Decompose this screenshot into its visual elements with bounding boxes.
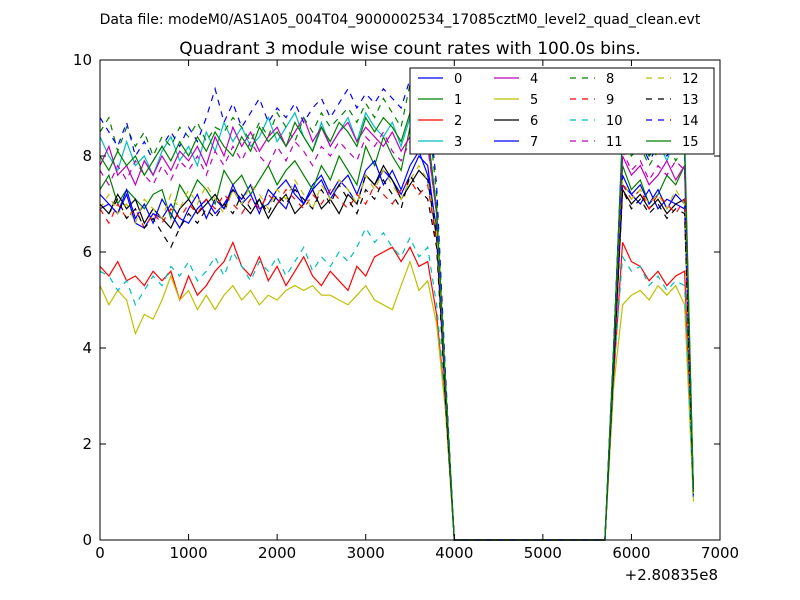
legend-label-7: 7	[530, 135, 538, 150]
y-tick-label: 8	[82, 147, 92, 165]
legend-box	[409, 67, 715, 155]
y-tick-label: 6	[82, 243, 92, 261]
y-tick-label: 2	[82, 435, 92, 453]
legend-label-4: 4	[530, 72, 538, 87]
series-lines	[99, 68, 694, 541]
axes	[99, 59, 721, 541]
y-tick-label: 4	[82, 339, 92, 357]
legend-label-9: 9	[606, 93, 614, 108]
legend-label-13: 13	[682, 93, 699, 108]
series-line-13	[99, 173, 694, 541]
legend-label-11: 11	[606, 135, 623, 150]
legend-label-2: 2	[454, 114, 462, 129]
series-line-15	[99, 111, 694, 541]
axes-frame	[99, 59, 721, 541]
suptitle: Data file: modeM0/AS1A05_004T04_90000025…	[100, 12, 701, 28]
x-tick-label: 4000	[435, 544, 473, 562]
x-tick-label: 6000	[612, 544, 650, 562]
series-line-12	[99, 164, 694, 541]
x-offset-label: +2.80835e8	[625, 566, 718, 584]
series-line-5	[99, 259, 694, 541]
legend-label-8: 8	[606, 72, 614, 87]
series-line-10	[99, 226, 694, 541]
series-line-2	[99, 240, 694, 541]
legend-label-1: 1	[454, 93, 462, 108]
legend-label-6: 6	[530, 114, 538, 129]
legend-label-10: 10	[606, 114, 623, 129]
legend-label-15: 15	[682, 135, 699, 150]
x-tick-label: 7000	[701, 544, 739, 562]
x-tick-label: 1000	[169, 544, 207, 562]
chart-title: Quadrant 3 module wise count rates with …	[179, 39, 640, 59]
legend-label-12: 12	[682, 72, 699, 87]
x-tick-label: 0	[95, 544, 105, 562]
legend-label-5: 5	[530, 93, 538, 108]
legend-label-3: 3	[454, 135, 462, 150]
y-tick-label: 10	[73, 51, 92, 69]
y-tick-label: 0	[82, 531, 92, 549]
x-tick-label: 5000	[524, 544, 562, 562]
legend-label-0: 0	[454, 72, 462, 87]
x-tick-label: 3000	[347, 544, 385, 562]
legend-label-14: 14	[682, 114, 699, 129]
series-line-8	[99, 82, 694, 541]
x-tick-label: 2000	[258, 544, 296, 562]
